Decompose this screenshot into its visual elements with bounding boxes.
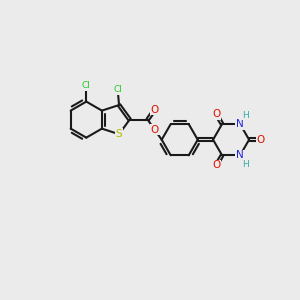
Text: O: O <box>212 109 220 119</box>
Text: H: H <box>242 160 249 169</box>
Text: O: O <box>212 160 220 170</box>
Text: Cl: Cl <box>82 81 91 90</box>
Text: H: H <box>242 110 249 119</box>
Text: O: O <box>151 105 159 115</box>
Text: S: S <box>116 129 122 139</box>
Text: Cl: Cl <box>113 85 122 94</box>
Text: O: O <box>257 135 265 145</box>
Text: N: N <box>236 150 244 160</box>
Text: N: N <box>236 119 244 129</box>
Text: O: O <box>151 125 159 135</box>
